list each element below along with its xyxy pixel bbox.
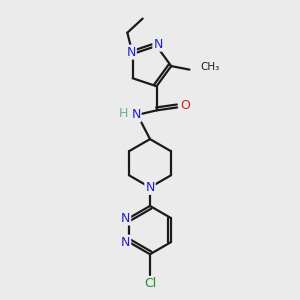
Text: N: N	[145, 181, 155, 194]
Text: Cl: Cl	[144, 277, 156, 290]
Text: O: O	[181, 99, 190, 112]
Text: N: N	[121, 212, 130, 224]
Text: N: N	[127, 46, 136, 59]
Text: H: H	[118, 107, 128, 120]
Text: N: N	[121, 236, 130, 249]
Text: N: N	[153, 38, 163, 51]
Text: N: N	[131, 108, 141, 121]
Text: CH₃: CH₃	[201, 62, 220, 72]
